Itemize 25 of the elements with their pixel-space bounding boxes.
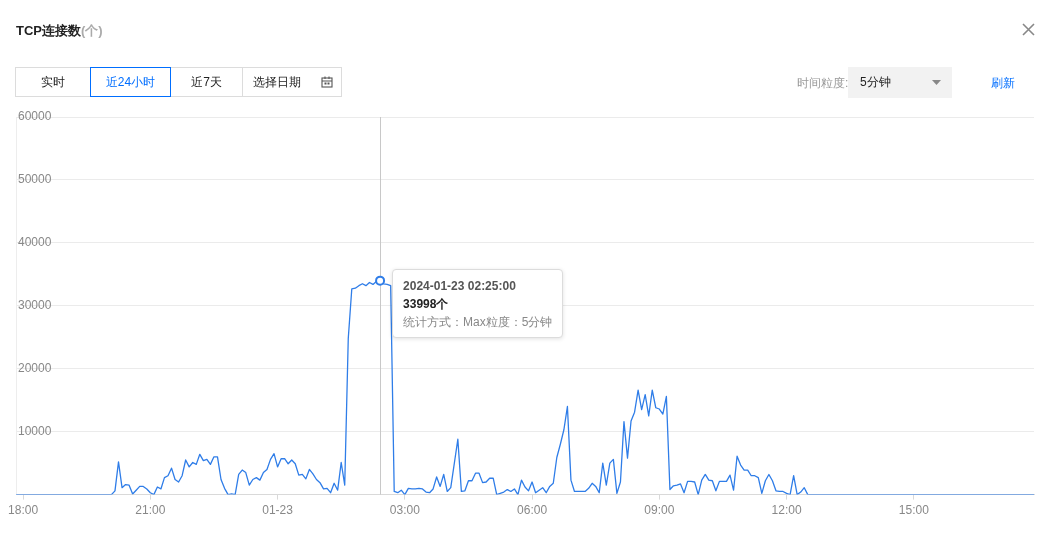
dropdown-field[interactable]: 5分钟 (848, 67, 952, 98)
tab-button[interactable]: 近24小时 (90, 67, 171, 97)
chart-title: TCP连接数(个) (16, 22, 103, 40)
annotation: 2024-01-23 02:25:00 (403, 277, 517, 295)
tab-button[interactable]: 近7天 (170, 67, 243, 97)
x-tick-label: 18:00 (8, 503, 39, 518)
y-tick-label: 30000 (18, 298, 52, 313)
y-tick-label: 50000 (18, 172, 52, 187)
x-tick-label: 01-23 (262, 503, 294, 518)
x-tick-label: 06:00 (517, 503, 548, 518)
annotation: 统计方式：Max粒度：5分钟 (403, 313, 553, 331)
y-tick-label: 40000 (18, 235, 52, 250)
x-tick-label: 03:00 (389, 503, 421, 518)
x-tick-label: 15:00 (898, 503, 930, 518)
tab-button[interactable]: 实时 (15, 67, 91, 97)
y-tick-label: 10000 (18, 423, 52, 438)
y-tick-label: 60000 (18, 109, 52, 124)
x-tick-label: 09:00 (644, 503, 675, 518)
y-tick-label: 20000 (18, 361, 52, 376)
x-tick-label: 12:00 (771, 503, 802, 518)
text: 时间粒度: (797, 75, 849, 92)
date-picker-button[interactable]: 选择日期 (242, 67, 342, 97)
annotation: 33998个 (403, 295, 450, 313)
text: 刷新 (991, 75, 1015, 92)
x-tick-label: 21:00 (135, 503, 166, 518)
